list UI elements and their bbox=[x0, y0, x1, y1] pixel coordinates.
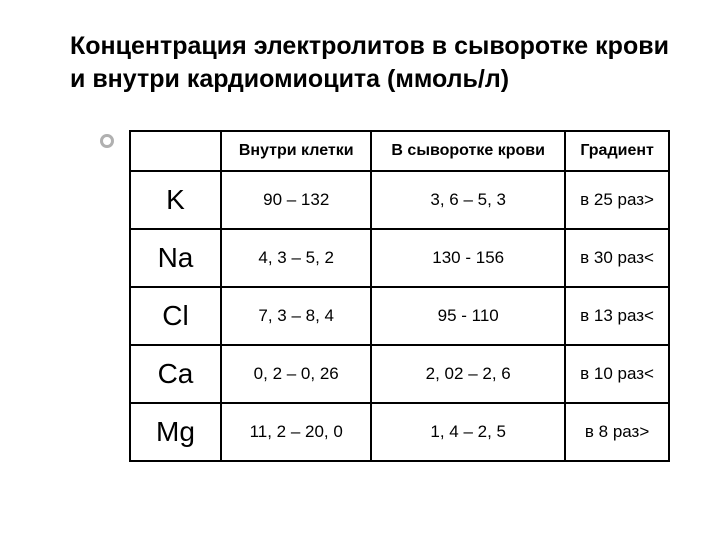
element-cell: Mg bbox=[130, 403, 221, 461]
table-header-row: Внутри клетки В сыворотке крови Градиент bbox=[130, 131, 669, 171]
intracell-cell: 90 – 132 bbox=[221, 171, 371, 229]
serum-cell: 95 - 110 bbox=[371, 287, 565, 345]
serum-cell: 3, 6 – 5, 3 bbox=[371, 171, 565, 229]
element-cell: Na bbox=[130, 229, 221, 287]
bullet-icon bbox=[100, 134, 114, 148]
gradient-cell: в 30 раз< bbox=[565, 229, 669, 287]
gradient-cell: в 8 раз> bbox=[565, 403, 669, 461]
table-row: K 90 – 132 3, 6 – 5, 3 в 25 раз> bbox=[130, 171, 669, 229]
table-row: Na 4, 3 – 5, 2 130 - 156 в 30 раз< bbox=[130, 229, 669, 287]
intracell-cell: 4, 3 – 5, 2 bbox=[221, 229, 371, 287]
table-row: Ca 0, 2 – 0, 26 2, 02 – 2, 6 в 10 раз< bbox=[130, 345, 669, 403]
gradient-cell: в 25 раз> bbox=[565, 171, 669, 229]
slide-title: Концентрация электролитов в сыворотке кр… bbox=[50, 30, 670, 95]
element-cell: Ca bbox=[130, 345, 221, 403]
table-row: Mg 11, 2 – 20, 0 1, 4 – 2, 5 в 8 раз> bbox=[130, 403, 669, 461]
intracell-cell: 7, 3 – 8, 4 bbox=[221, 287, 371, 345]
header-col-serum: В сыворотке крови bbox=[371, 131, 565, 171]
element-cell: Cl bbox=[130, 287, 221, 345]
gradient-cell: в 13 раз< bbox=[565, 287, 669, 345]
intracell-cell: 11, 2 – 20, 0 bbox=[221, 403, 371, 461]
electrolyte-table: Внутри клетки В сыворотке крови Градиент… bbox=[129, 130, 670, 462]
header-col-intracell: Внутри клетки bbox=[221, 131, 371, 171]
table-wrapper: Внутри клетки В сыворотке крови Градиент… bbox=[50, 130, 670, 462]
serum-cell: 2, 02 – 2, 6 bbox=[371, 345, 565, 403]
intracell-cell: 0, 2 – 0, 26 bbox=[221, 345, 371, 403]
element-cell: K bbox=[130, 171, 221, 229]
table-row: Cl 7, 3 – 8, 4 95 - 110 в 13 раз< bbox=[130, 287, 669, 345]
serum-cell: 130 - 156 bbox=[371, 229, 565, 287]
gradient-cell: в 10 раз< bbox=[565, 345, 669, 403]
header-col-gradient: Градиент bbox=[565, 131, 669, 171]
header-col-element bbox=[130, 131, 221, 171]
serum-cell: 1, 4 – 2, 5 bbox=[371, 403, 565, 461]
